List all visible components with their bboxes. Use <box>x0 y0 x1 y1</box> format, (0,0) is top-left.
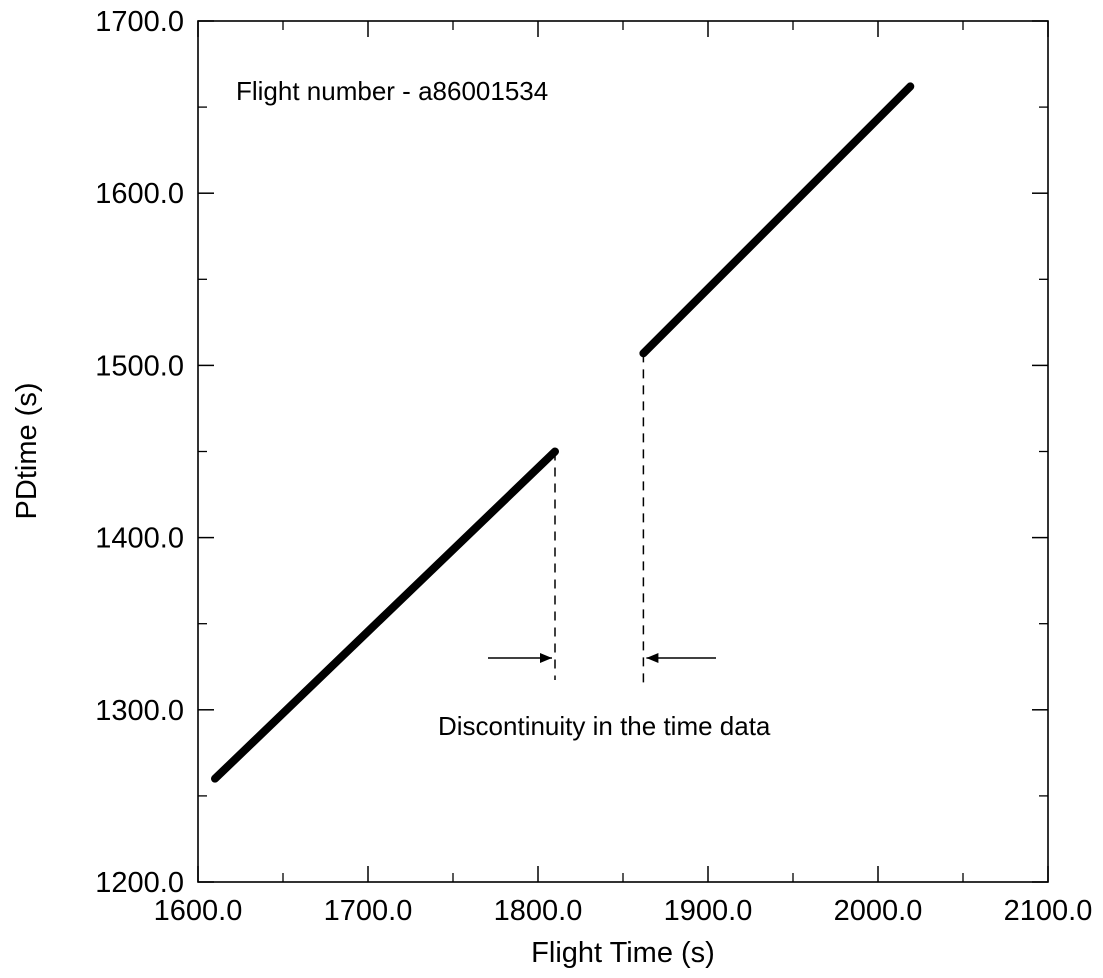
discontinuity-arrow-left-head <box>540 653 552 663</box>
x-tick-label: 1600.0 <box>154 895 243 927</box>
y-tick-label: 1700.0 <box>95 6 184 38</box>
y-axis-label: PDtime (s) <box>11 383 43 520</box>
x-tick-label: 1900.0 <box>664 895 753 927</box>
x-tick-label: 1700.0 <box>324 895 413 927</box>
data-line-segment <box>639 82 915 358</box>
y-tick-label: 1500.0 <box>95 350 184 382</box>
minor-ticks <box>198 21 1048 882</box>
y-tick-label: 1300.0 <box>95 695 184 727</box>
y-tick-label: 1400.0 <box>95 523 184 555</box>
y-tick-labels: 1200.0 1300.0 1400.0 1500.0 1600.0 1700.0 <box>95 6 184 899</box>
discontinuity-annotation: Discontinuity in the time data <box>438 711 771 741</box>
y-tick-label: 1200.0 <box>95 867 184 899</box>
x-tick-label: 2000.0 <box>834 895 923 927</box>
x-tick-label: 2100.0 <box>1004 895 1093 927</box>
discontinuity-marks <box>488 353 716 685</box>
major-ticks <box>197 20 1049 883</box>
x-tick-label: 1800.0 <box>494 895 583 927</box>
y-tick-label: 1600.0 <box>95 178 184 210</box>
discontinuity-arrow-right-head <box>646 653 659 663</box>
series-lines <box>211 82 915 783</box>
x-tick-labels: 1600.0 1700.0 1800.0 1900.0 2000.0 2100.0 <box>154 895 1093 927</box>
x-axis-label: Flight Time (s) <box>531 937 715 969</box>
data-line-segment <box>211 447 559 783</box>
flight-number-annotation: Flight number - a86001534 <box>236 76 548 106</box>
plot-frame <box>197 20 1049 883</box>
